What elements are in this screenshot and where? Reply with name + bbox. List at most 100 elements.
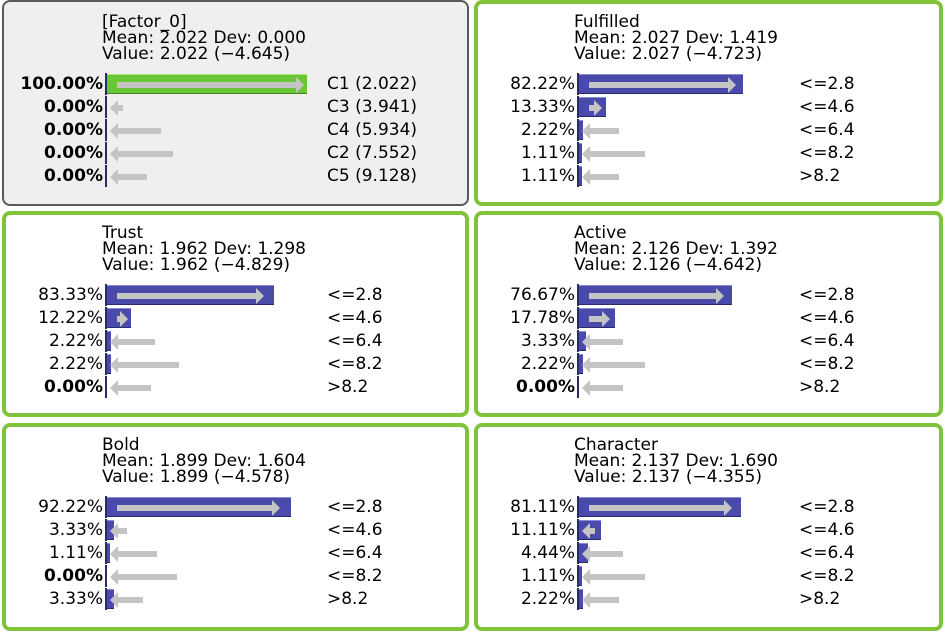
node-title: [Factor_0] bbox=[102, 12, 187, 32]
state-probability: 92.22% bbox=[38, 497, 103, 517]
node-monitor[interactable]: Fulfilled Mean: 2.027 Dev: 1.419 Value: 2.… bbox=[474, 0, 943, 206]
node-monitor[interactable]: Active Mean: 2.126 Dev: 1.392 Value: 2.126… bbox=[474, 211, 943, 417]
state-row[interactable]: 1.11% >8.2 bbox=[478, 165, 939, 187]
ghost-bar bbox=[110, 123, 161, 139]
bar-axis bbox=[105, 496, 107, 518]
ghost-bar bbox=[582, 569, 645, 585]
state-row[interactable]: 1.11% <=8.2 bbox=[478, 565, 939, 587]
state-probability: 0.00% bbox=[44, 143, 103, 163]
ghost-bar bbox=[582, 592, 619, 608]
state-row[interactable]: 4.44% <=6.4 bbox=[478, 542, 939, 564]
node-value: Value: 2.027 (−4.723) bbox=[574, 44, 763, 64]
bar-axis bbox=[105, 119, 107, 141]
state-row[interactable]: 3.33% <=4.6 bbox=[6, 519, 465, 541]
state-probability: 3.33% bbox=[48, 520, 103, 540]
node-mean-dev: Mean: 1.899 Dev: 1.604 bbox=[102, 451, 306, 471]
state-row[interactable]: 0.00% C3 (3.941) bbox=[4, 96, 467, 118]
bar-axis bbox=[105, 542, 107, 564]
bar-axis bbox=[105, 284, 107, 306]
ghost-bar bbox=[110, 569, 177, 585]
state-label: <=4.6 bbox=[799, 520, 855, 540]
state-row[interactable]: 17.78% <=4.6 bbox=[478, 307, 939, 329]
bar-axis bbox=[577, 119, 579, 141]
state-probability: 0.00% bbox=[44, 566, 103, 586]
bar-axis bbox=[105, 376, 107, 398]
state-probability: 12.22% bbox=[38, 308, 103, 328]
node-monitor[interactable]: [Factor_0] Mean: 2.022 Dev: 0.000 Value: 2… bbox=[2, 0, 469, 206]
state-row[interactable]: 81.11% <=2.8 bbox=[478, 496, 939, 518]
state-row[interactable]: 3.33% <=6.4 bbox=[478, 330, 939, 352]
state-row[interactable]: 2.22% <=6.4 bbox=[6, 330, 465, 352]
node-monitor[interactable]: Trust Mean: 1.962 Dev: 1.298 Value: 1.962 … bbox=[2, 211, 469, 417]
state-row[interactable]: 0.00% C5 (9.128) bbox=[4, 165, 467, 187]
bar-axis bbox=[577, 142, 579, 164]
node-monitor[interactable]: Bold Mean: 1.899 Dev: 1.604 Value: 1.899 (… bbox=[2, 423, 469, 631]
ghost-bar bbox=[110, 592, 143, 608]
node-mean-dev: Mean: 2.126 Dev: 1.392 bbox=[574, 239, 778, 259]
state-label: <=8.2 bbox=[799, 354, 855, 374]
state-row[interactable]: 11.11% <=4.6 bbox=[478, 519, 939, 541]
state-row[interactable]: 0.00% >8.2 bbox=[478, 376, 939, 398]
state-label: <=2.8 bbox=[799, 497, 855, 517]
probability-bar[interactable] bbox=[107, 543, 110, 563]
state-row[interactable]: 2.22% <=6.4 bbox=[478, 119, 939, 141]
node-title: Bold bbox=[102, 435, 140, 455]
state-probability: 0.00% bbox=[44, 97, 103, 117]
ghost-bar bbox=[582, 169, 619, 185]
bar-axis bbox=[577, 284, 579, 306]
ghost-bar bbox=[117, 77, 304, 93]
state-probability: 2.22% bbox=[520, 354, 575, 374]
state-row[interactable]: 0.00% C2 (7.552) bbox=[4, 142, 467, 164]
probability-bar[interactable] bbox=[579, 166, 582, 186]
probability-bar[interactable] bbox=[107, 354, 111, 374]
bar-axis bbox=[105, 588, 107, 610]
state-row[interactable]: 3.33% >8.2 bbox=[6, 588, 465, 610]
state-probability: 2.22% bbox=[520, 120, 575, 140]
state-label: C5 (9.128) bbox=[327, 166, 418, 186]
state-row[interactable]: 1.11% <=6.4 bbox=[6, 542, 465, 564]
state-label: <=8.2 bbox=[327, 354, 383, 374]
state-row[interactable]: 0.00% >8.2 bbox=[6, 376, 465, 398]
ghost-bar bbox=[582, 546, 623, 562]
probability-bar[interactable] bbox=[579, 143, 582, 163]
state-probability: 2.22% bbox=[520, 589, 575, 609]
state-probability: 0.00% bbox=[44, 120, 103, 140]
probability-bar[interactable] bbox=[579, 589, 583, 609]
state-probability: 81.11% bbox=[510, 497, 575, 517]
state-row[interactable]: 0.00% <=8.2 bbox=[6, 565, 465, 587]
node-mean-dev: Mean: 2.137 Dev: 1.690 bbox=[574, 451, 778, 471]
state-probability: 1.11% bbox=[520, 143, 575, 163]
bar-axis bbox=[577, 96, 579, 118]
state-row[interactable]: 2.22% <=8.2 bbox=[6, 353, 465, 375]
state-row[interactable]: 13.33% <=4.6 bbox=[478, 96, 939, 118]
ghost-bar bbox=[110, 146, 173, 162]
state-row[interactable]: 92.22% <=2.8 bbox=[6, 496, 465, 518]
state-probability: 11.11% bbox=[510, 520, 575, 540]
state-label: <=4.6 bbox=[327, 520, 383, 540]
state-row[interactable]: 83.33% <=2.8 bbox=[6, 284, 465, 306]
state-probability: 0.00% bbox=[516, 377, 575, 397]
probability-bar[interactable] bbox=[579, 354, 583, 374]
probability-bar[interactable] bbox=[107, 331, 111, 351]
bar-axis bbox=[105, 307, 107, 329]
state-row[interactable]: 82.22% <=2.8 bbox=[478, 73, 939, 95]
bar-axis bbox=[577, 588, 579, 610]
state-row[interactable]: 2.22% <=8.2 bbox=[478, 353, 939, 375]
state-row[interactable]: 0.00% C4 (5.934) bbox=[4, 119, 467, 141]
bar-axis bbox=[105, 142, 107, 164]
node-title: Trust bbox=[102, 223, 144, 243]
state-row[interactable]: 76.67% <=2.8 bbox=[478, 284, 939, 306]
state-row[interactable]: 100.00% C1 (2.022) bbox=[4, 73, 467, 95]
node-mean-dev: Mean: 2.022 Dev: 0.000 bbox=[102, 28, 306, 48]
bar-axis bbox=[577, 542, 579, 564]
node-monitor[interactable]: Character Mean: 2.137 Dev: 1.690 Value: 2.… bbox=[474, 423, 943, 631]
ghost-bar bbox=[582, 123, 619, 139]
state-row[interactable]: 1.11% <=8.2 bbox=[478, 142, 939, 164]
state-row[interactable]: 2.22% >8.2 bbox=[478, 588, 939, 610]
bar-axis bbox=[577, 165, 579, 187]
state-probability: 1.11% bbox=[520, 166, 575, 186]
probability-bar[interactable] bbox=[579, 566, 582, 586]
probability-bar[interactable] bbox=[579, 120, 583, 140]
bar-axis bbox=[105, 73, 107, 95]
state-row[interactable]: 12.22% <=4.6 bbox=[6, 307, 465, 329]
